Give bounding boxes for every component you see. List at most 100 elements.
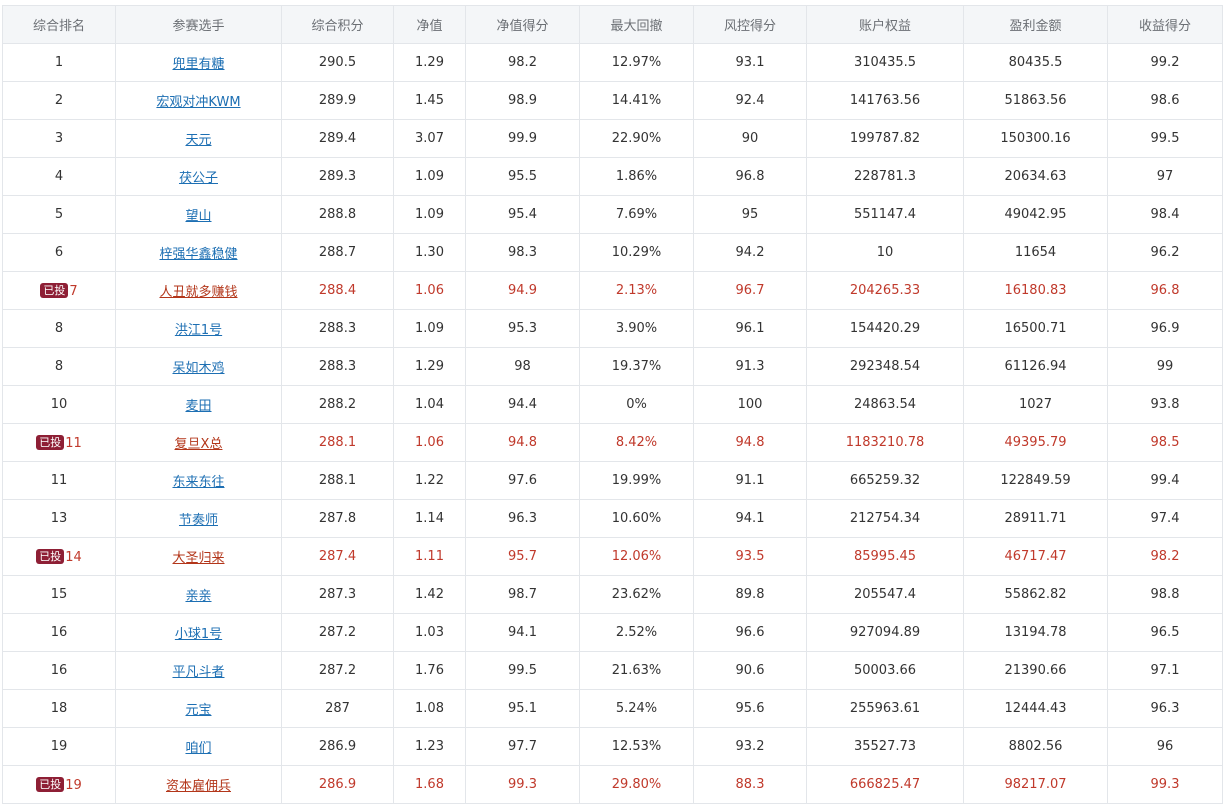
- player-link[interactable]: 资本雇佣兵: [165, 779, 231, 794]
- cell-player: 小球1号: [115, 613, 282, 652]
- cell-risk-score: 96.7: [693, 271, 807, 310]
- header-profit: 盈利金额: [963, 5, 1108, 44]
- player-link[interactable]: 元宝: [185, 703, 212, 718]
- cell-risk-score: 96.6: [693, 613, 807, 652]
- cell-nav-score: 97.7: [465, 727, 580, 766]
- table-row: 1 兜里有糖 290.5 1.29 98.2 12.97% 93.1 310435.5 8043…: [2, 43, 1223, 82]
- cell-return-score: 96.3: [1107, 689, 1223, 728]
- cell-profit: 49042.95: [963, 195, 1108, 234]
- cell-nav-score: 97.6: [465, 461, 580, 500]
- cell-equity: 204265.33: [806, 271, 964, 310]
- player-link[interactable]: 东来东往: [172, 475, 225, 490]
- cell-equity: 50003.66: [806, 651, 964, 690]
- cell-rank: 19: [2, 727, 116, 766]
- cell-score: 288.1: [281, 461, 394, 500]
- player-link[interactable]: 平凡斗者: [172, 665, 225, 680]
- player-link[interactable]: 人丑就多赚钱: [159, 285, 238, 300]
- cell-score: 288.4: [281, 271, 394, 310]
- cell-rank: 5: [2, 195, 116, 234]
- header-player: 参赛选手: [115, 5, 282, 44]
- table-row: 16 平凡斗者 287.2 1.76 99.5 21.63% 90.6 50003.66 213…: [2, 651, 1223, 690]
- cell-return-score: 96: [1107, 727, 1223, 766]
- cell-return-score: 99.3: [1107, 765, 1223, 804]
- player-link[interactable]: 麦田: [185, 399, 212, 414]
- cell-equity: 1183210.78: [806, 423, 964, 462]
- rank-value: 15: [50, 587, 68, 602]
- cell-risk-score: 100: [693, 385, 807, 424]
- cell-equity: 927094.89: [806, 613, 964, 652]
- cell-equity: 85995.45: [806, 537, 964, 576]
- cell-drawdown: 14.41%: [579, 81, 694, 120]
- cell-return-score: 96.2: [1107, 233, 1223, 272]
- rank-value: 13: [50, 511, 68, 526]
- table-row: 8 洪江1号 288.3 1.09 95.3 3.90% 96.1 154420.29 1650…: [2, 309, 1223, 348]
- table-row: 19 咱们 286.9 1.23 97.7 12.53% 93.2 35527.73 8802.…: [2, 727, 1223, 766]
- header-rank: 综合排名: [2, 5, 116, 44]
- cell-drawdown: 12.06%: [579, 537, 694, 576]
- player-link[interactable]: 兜里有糖: [172, 57, 225, 72]
- player-link[interactable]: 望山: [185, 209, 212, 224]
- cell-profit: 51863.56: [963, 81, 1108, 120]
- cell-nav-score: 98.7: [465, 575, 580, 614]
- invested-badge: 已投: [40, 282, 69, 298]
- invested-badge: 已投: [36, 548, 65, 564]
- player-link[interactable]: 大圣归来: [172, 551, 225, 566]
- player-link[interactable]: 洪江1号: [174, 323, 223, 338]
- player-link[interactable]: 宏观对冲KWM: [156, 95, 241, 110]
- player-link[interactable]: 咱们: [185, 741, 212, 756]
- cell-score: 289.4: [281, 119, 394, 158]
- cell-profit: 46717.47: [963, 537, 1108, 576]
- cell-player: 节奏师: [115, 499, 282, 538]
- player-link[interactable]: 亲亲: [185, 589, 212, 604]
- cell-return-score: 99.4: [1107, 461, 1223, 500]
- table-row: 2 宏观对冲KWM 289.9 1.45 98.9 14.41% 92.4 141763.56…: [2, 81, 1223, 120]
- cell-score: 289.9: [281, 81, 394, 120]
- cell-nav: 1.22: [393, 461, 466, 500]
- rank-value: 16: [50, 625, 68, 640]
- cell-nav: 1.03: [393, 613, 466, 652]
- cell-score: 287.3: [281, 575, 394, 614]
- header-drawdown: 最大回撤: [579, 5, 694, 44]
- player-link[interactable]: 天元: [185, 133, 212, 148]
- cell-risk-score: 93.2: [693, 727, 807, 766]
- cell-drawdown: 2.52%: [579, 613, 694, 652]
- cell-rank: 1: [2, 43, 116, 82]
- player-link[interactable]: 节奏师: [178, 513, 218, 528]
- player-link[interactable]: 呆如木鸡: [172, 361, 225, 376]
- cell-equity: 310435.5: [806, 43, 964, 82]
- cell-risk-score: 96.1: [693, 309, 807, 348]
- cell-profit: 122849.59: [963, 461, 1108, 500]
- player-link[interactable]: 茯公子: [178, 171, 218, 186]
- cell-nav-score: 98.3: [465, 233, 580, 272]
- player-link[interactable]: 复旦X总: [174, 437, 223, 452]
- cell-rank: 已投 19: [2, 765, 116, 804]
- table-row: 18 元宝 287 1.08 95.1 5.24% 95.6 255963.61 12444.4…: [2, 689, 1223, 728]
- cell-drawdown: 10.60%: [579, 499, 694, 538]
- cell-nav: 1.06: [393, 271, 466, 310]
- cell-nav-score: 94.9: [465, 271, 580, 310]
- cell-rank: 已投 7: [2, 271, 116, 310]
- cell-nav-score: 95.5: [465, 157, 580, 196]
- cell-profit: 150300.16: [963, 119, 1108, 158]
- cell-rank: 2: [2, 81, 116, 120]
- cell-score: 288.3: [281, 347, 394, 386]
- cell-rank: 8: [2, 347, 116, 386]
- cell-rank: 8: [2, 309, 116, 348]
- cell-drawdown: 29.80%: [579, 765, 694, 804]
- cell-drawdown: 7.69%: [579, 195, 694, 234]
- cell-rank: 已投 11: [2, 423, 116, 462]
- rank-value: 11: [65, 435, 82, 451]
- cell-player: 元宝: [115, 689, 282, 728]
- cell-risk-score: 94.2: [693, 233, 807, 272]
- cell-nav: 1.09: [393, 195, 466, 234]
- rank-value: 16: [50, 663, 68, 678]
- player-link[interactable]: 梓强华鑫稳健: [159, 247, 238, 262]
- player-link[interactable]: 小球1号: [174, 627, 223, 642]
- table-body: 1 兜里有糖 290.5 1.29 98.2 12.97% 93.1 310435.5 8043…: [2, 43, 1223, 804]
- cell-equity: 212754.34: [806, 499, 964, 538]
- rank-value: 5: [54, 207, 64, 222]
- table-row: 4 茯公子 289.3 1.09 95.5 1.86% 96.8 228781.3 20634.…: [2, 157, 1223, 196]
- cell-score: 290.5: [281, 43, 394, 82]
- cell-rank: 18: [2, 689, 116, 728]
- table-row: 已投 7 人丑就多赚钱 288.4 1.06 94.9 2.13% 96.7 204265.33…: [2, 271, 1223, 310]
